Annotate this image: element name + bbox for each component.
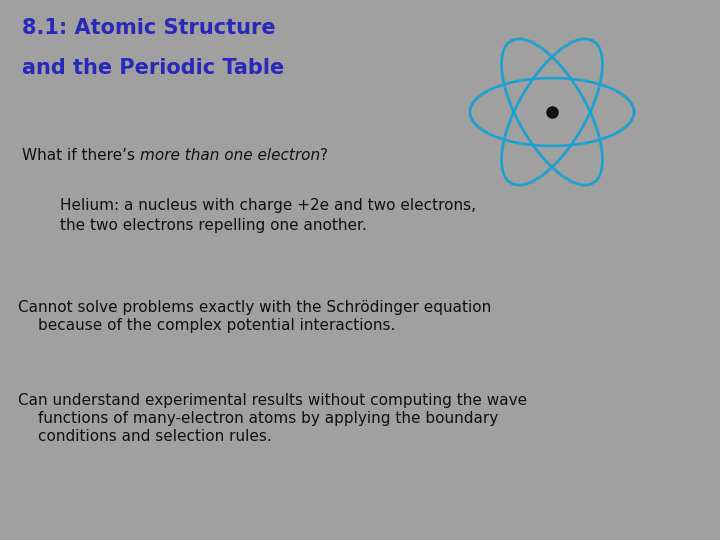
Text: Helium: a nucleus with charge +2e and two electrons,: Helium: a nucleus with charge +2e and tw… [60, 198, 476, 213]
Text: the two electrons repelling one another.: the two electrons repelling one another. [60, 218, 367, 233]
Text: and the Periodic Table: and the Periodic Table [22, 58, 284, 78]
Text: Cannot solve problems exactly with the Schrödinger equation: Cannot solve problems exactly with the S… [18, 300, 491, 315]
Text: functions of many-electron atoms by applying the boundary: functions of many-electron atoms by appl… [38, 411, 498, 426]
Text: What if there’s: What if there’s [22, 148, 140, 163]
Text: ?: ? [320, 148, 328, 163]
Text: Can understand experimental results without computing the wave: Can understand experimental results with… [18, 393, 527, 408]
Text: conditions and selection rules.: conditions and selection rules. [38, 429, 271, 444]
Text: because of the complex potential interactions.: because of the complex potential interac… [38, 318, 395, 333]
Text: more than one electron: more than one electron [140, 148, 320, 163]
Text: 8.1: Atomic Structure: 8.1: Atomic Structure [22, 18, 276, 38]
